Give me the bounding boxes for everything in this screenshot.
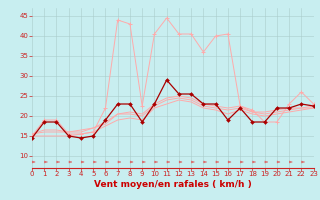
- X-axis label: Vent moyen/en rafales ( km/h ): Vent moyen/en rafales ( km/h ): [94, 180, 252, 189]
